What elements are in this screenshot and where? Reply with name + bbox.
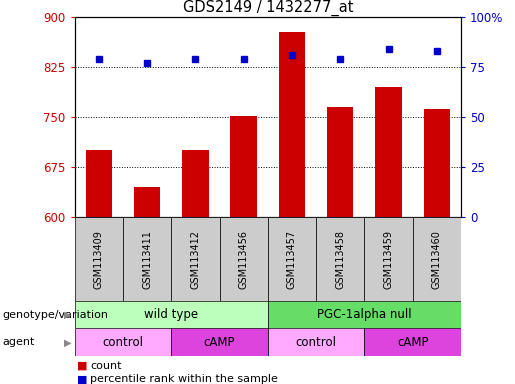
Bar: [268, 301, 461, 328]
Bar: [316, 217, 365, 301]
Text: cAMP: cAMP: [204, 336, 235, 349]
Bar: [230, 116, 257, 217]
Bar: [423, 109, 450, 217]
Text: genotype/variation: genotype/variation: [3, 310, 109, 320]
Text: GSM113456: GSM113456: [238, 230, 249, 289]
Bar: [75, 301, 268, 328]
Text: wild type: wild type: [144, 308, 198, 321]
Text: count: count: [90, 361, 122, 371]
Text: cAMP: cAMP: [397, 336, 428, 349]
Bar: [219, 217, 268, 301]
Bar: [268, 328, 365, 356]
Text: GSM113412: GSM113412: [191, 230, 200, 289]
Bar: [134, 187, 160, 217]
Bar: [75, 328, 171, 356]
Title: GDS2149 / 1432277_at: GDS2149 / 1432277_at: [182, 0, 353, 16]
Bar: [279, 32, 305, 217]
Text: GSM113411: GSM113411: [142, 230, 152, 289]
Bar: [365, 328, 461, 356]
Text: GSM113457: GSM113457: [287, 230, 297, 289]
Text: percentile rank within the sample: percentile rank within the sample: [90, 374, 278, 384]
Bar: [171, 328, 268, 356]
Text: GSM113409: GSM113409: [94, 230, 104, 289]
Bar: [268, 217, 316, 301]
Text: control: control: [296, 336, 337, 349]
Text: agent: agent: [3, 337, 35, 348]
Text: GSM113460: GSM113460: [432, 230, 442, 289]
Bar: [182, 151, 209, 217]
Bar: [171, 217, 219, 301]
Bar: [365, 217, 413, 301]
Text: control: control: [102, 336, 144, 349]
Bar: [85, 151, 112, 217]
Text: ■: ■: [77, 374, 88, 384]
Text: GSM113458: GSM113458: [335, 230, 345, 289]
Bar: [413, 217, 461, 301]
Text: ▶: ▶: [64, 337, 72, 348]
Bar: [75, 217, 123, 301]
Text: GSM113459: GSM113459: [384, 230, 393, 289]
Text: ▶: ▶: [64, 310, 72, 320]
Text: ■: ■: [77, 361, 88, 371]
Text: PGC-1alpha null: PGC-1alpha null: [317, 308, 411, 321]
Bar: [327, 107, 353, 217]
Bar: [375, 87, 402, 217]
Bar: [123, 217, 171, 301]
